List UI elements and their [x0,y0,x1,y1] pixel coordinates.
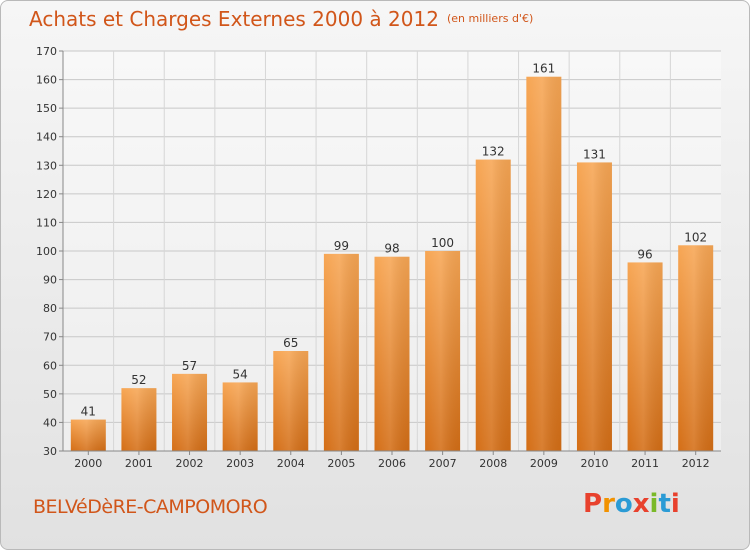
x-tick-label: 2002 [176,457,204,470]
y-tick-label: 70 [43,331,57,344]
x-tick-label: 2003 [226,457,254,470]
bar-layer [70,76,714,452]
y-tick-label: 90 [43,274,57,287]
data-label: 54 [233,367,248,381]
x-tick-label: 2008 [479,457,507,470]
data-label: 132 [482,145,505,159]
axis-layer: 30 40 50 60 70 80 90 100 110 120 130 140 150 160 170 20… [36,45,721,470]
x-tick-label: 2011 [631,457,659,470]
label-layer: 41 52 57 54 65 99 98 100 132 161 131 96 102 [81,62,707,419]
y-tick-label: 120 [36,188,57,201]
y-tick-label: 50 [43,388,57,401]
y-tick-label: 130 [36,159,57,172]
data-label: 65 [283,336,298,350]
bar-sheen [273,351,309,451]
y-tick-label: 150 [36,102,57,115]
data-label: 52 [131,373,146,387]
x-tick-label: 2001 [125,457,153,470]
y-tick-label: 160 [36,74,57,87]
data-label: 131 [583,147,606,161]
y-tick-label: 80 [43,302,57,315]
bar-sheen [121,388,157,451]
bar-sheen [526,76,562,451]
x-tick-label: 2006 [378,457,406,470]
y-tick-label: 100 [36,245,57,258]
logo-letter: r [602,489,615,519]
bar-sheen [576,162,612,451]
data-label: 161 [532,62,555,76]
bar-sheen [425,251,461,451]
data-label: 98 [384,242,399,256]
y-tick-label: 30 [43,445,57,458]
y-tick-label: 40 [43,416,57,429]
y-tick-label: 170 [36,45,57,58]
y-tick-label: 110 [36,216,57,229]
x-tick-label: 2004 [277,457,305,470]
logo-letter: i [649,489,659,519]
commune-name: BELVéDèRE-CAMPOMORO [33,496,268,518]
x-tick-label: 2007 [429,457,457,470]
y-tick-label: 140 [36,131,57,144]
logo-letter: i [670,489,680,519]
x-tick-label: 2009 [530,457,558,470]
y-tick-label: 60 [43,359,57,372]
bar-sheen [374,256,410,451]
x-tick-label: 2000 [74,457,102,470]
data-label: 41 [81,405,96,419]
bar-sheen [678,245,714,451]
chart-title-text: Achats et Charges Externes 2000 à 2012 [29,7,439,31]
logo-letter: o [614,489,633,519]
bar-sheen [70,419,106,451]
bar-sheen [323,253,359,451]
logo-letter: P [583,489,603,519]
bar-sheen [475,159,511,452]
chart-title: Achats et Charges Externes 2000 à 2012 (e… [29,7,533,31]
bar-sheen [627,262,663,451]
data-label: 99 [334,239,349,253]
data-label: 57 [182,359,197,373]
x-tick-label: 2012 [682,457,710,470]
x-tick-label: 2010 [580,457,608,470]
data-label: 102 [684,230,707,244]
logo-letter: t [658,489,671,519]
data-label: 96 [637,247,652,261]
bar-sheen [172,373,208,451]
chart-unit: (en milliers d'€) [446,12,534,25]
proxiti-logo: Proxiti [583,489,680,519]
bar-sheen [222,382,258,451]
x-tick-label: 2005 [327,457,355,470]
data-label: 100 [431,236,454,250]
logo-letter: x [632,489,650,519]
